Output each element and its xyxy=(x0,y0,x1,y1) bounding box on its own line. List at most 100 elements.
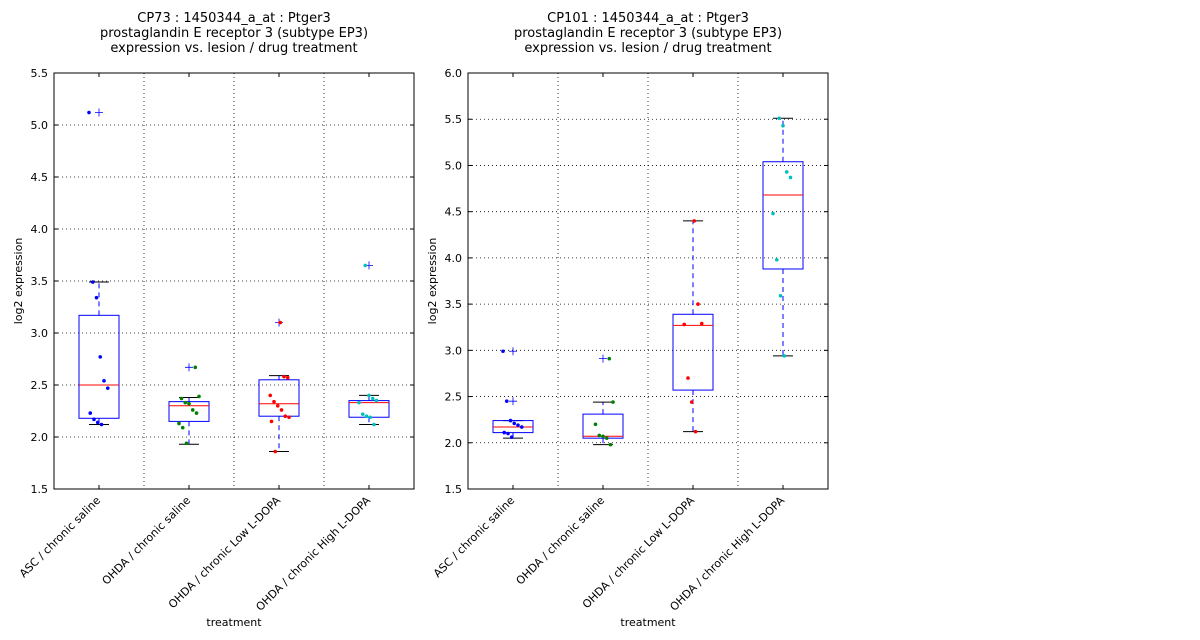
data-point xyxy=(367,393,371,398)
y-tick-label: 2.0 xyxy=(445,437,463,450)
y-tick-label: 2.0 xyxy=(31,431,49,444)
chart-title: prostaglandin E receptor 3 (subtype EP3) xyxy=(514,26,782,41)
data-point xyxy=(268,393,273,398)
data-point xyxy=(370,396,375,401)
y-tick-label: 3.0 xyxy=(445,344,463,357)
data-point xyxy=(94,295,99,300)
y-tick-label: 1.5 xyxy=(31,483,49,496)
data-point xyxy=(778,293,783,298)
data-point xyxy=(364,414,369,419)
data-point xyxy=(696,302,700,306)
data-point xyxy=(180,425,185,430)
y-tick-label: 5.5 xyxy=(31,67,49,80)
y-tick-label: 5.0 xyxy=(31,119,49,132)
y-tick-label: 2.5 xyxy=(31,379,49,392)
data-point xyxy=(282,374,286,379)
plot: 1.5 2.0 2.5 3.0 3.5 4.0 4.5 5.0 5.5 ASC / chronic… xyxy=(12,11,415,629)
y-tick-label: 5.0 xyxy=(445,159,463,172)
data-point xyxy=(279,408,284,412)
chart-title: prostaglandin E receptor 3 (subtype EP3) xyxy=(100,26,368,41)
data-point xyxy=(774,257,779,262)
y-tick-label: 5.5 xyxy=(445,113,463,126)
data-point xyxy=(506,431,510,436)
data-point xyxy=(601,434,605,439)
data-point xyxy=(179,396,184,401)
data-point xyxy=(686,376,690,380)
data-point xyxy=(184,441,189,446)
flier xyxy=(509,347,517,356)
y-tick-label: 2.5 xyxy=(445,391,463,404)
data-point xyxy=(607,356,612,361)
flier xyxy=(185,363,193,372)
data-point xyxy=(682,322,687,327)
data-point xyxy=(692,219,697,223)
data-point xyxy=(777,116,782,121)
axes-frame xyxy=(467,72,829,490)
y-tick-label: 1.5 xyxy=(445,483,463,496)
data-point xyxy=(501,349,505,354)
y-tick-label: 6.0 xyxy=(445,67,463,80)
y-axis-label: log2 expression xyxy=(12,238,25,325)
data-point xyxy=(285,375,290,380)
data-point xyxy=(272,399,276,404)
chart-title: CP73 : 1450344_a_at : Ptger3 xyxy=(137,11,330,26)
data-point xyxy=(183,400,188,405)
data-point xyxy=(512,421,517,426)
y-tick-label: 4.0 xyxy=(445,252,463,265)
data-point xyxy=(519,425,524,429)
data-point xyxy=(593,422,598,427)
data-point xyxy=(105,386,110,390)
x-tick-label: OHDA / chronic saline xyxy=(514,494,608,588)
data-point xyxy=(177,421,181,426)
data-point xyxy=(781,123,785,128)
y-tick-label: 3.5 xyxy=(445,298,463,311)
data-point xyxy=(98,355,103,359)
y-tick-label: 4.0 xyxy=(31,223,49,236)
data-point xyxy=(504,399,509,403)
data-point xyxy=(368,415,373,420)
data-point xyxy=(689,400,694,404)
data-point xyxy=(99,422,104,427)
chart-title: expression vs. lesion / drug treatment xyxy=(110,41,357,56)
box xyxy=(78,314,120,419)
axes-frame xyxy=(53,72,415,490)
data-point xyxy=(516,423,520,428)
y-tick-label: 3.0 xyxy=(31,327,49,340)
data-point xyxy=(287,415,291,420)
data-point xyxy=(699,321,704,326)
data-point xyxy=(782,354,787,358)
flier xyxy=(509,397,517,406)
data-point xyxy=(508,418,513,423)
data-point xyxy=(193,365,198,370)
y-tick-label: 4.5 xyxy=(31,171,49,184)
data-point xyxy=(374,398,379,403)
chart-title: CP101 : 1450344_a_at : Ptger3 xyxy=(547,11,749,26)
data-point xyxy=(771,211,775,216)
chart-title: expression vs. lesion / drug treatment xyxy=(524,41,771,56)
data-point xyxy=(360,412,365,416)
data-point xyxy=(608,442,613,447)
data-point xyxy=(611,400,615,404)
y-tick-label: 4.5 xyxy=(445,206,463,219)
data-point xyxy=(502,430,507,435)
data-point xyxy=(90,280,95,284)
data-point xyxy=(283,414,288,419)
data-point xyxy=(269,419,274,424)
x-axis-label: treatment xyxy=(620,616,676,629)
flier xyxy=(95,108,103,117)
box xyxy=(168,401,210,422)
data-point xyxy=(190,408,195,412)
plot: 1.5 2.0 2.5 3.0 3.5 4.0 4.5 5.0 5.5 6.0 ASC / chro… xyxy=(426,11,829,629)
y-tick-label: 3.5 xyxy=(31,275,49,288)
box xyxy=(258,379,300,417)
data-point xyxy=(604,436,609,440)
data-point xyxy=(95,420,100,425)
y-axis-label: log2 expression xyxy=(426,238,439,325)
data-point xyxy=(597,433,602,438)
data-point xyxy=(509,435,514,440)
data-point xyxy=(194,411,199,415)
data-point xyxy=(363,263,368,268)
data-point xyxy=(92,417,96,422)
x-axis-label: treatment xyxy=(206,616,262,629)
